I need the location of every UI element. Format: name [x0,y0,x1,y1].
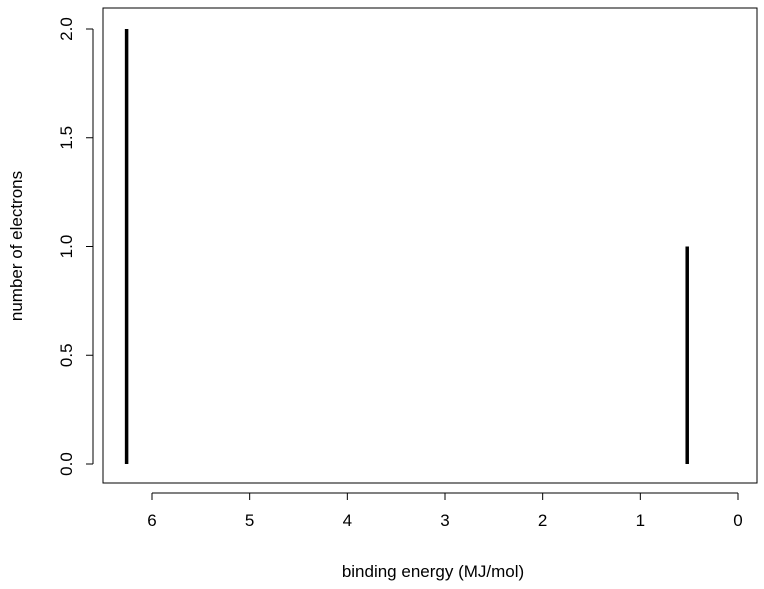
x-tick-label: 2 [538,511,547,530]
x-axis: 6 5 4 3 2 1 0 [147,492,743,530]
x-tick-label: 3 [440,511,449,530]
x-tick-label: 1 [636,511,645,530]
y-tick-label: 1.0 [57,235,76,259]
plot-frame [102,7,758,484]
y-tick-label: 0.0 [57,452,76,476]
x-axis-label: binding energy (MJ/mol) [342,562,524,581]
x-tick-label: 4 [343,511,352,530]
y-axis-label: number of electrons [7,171,26,321]
y-tick-label: 0.5 [57,343,76,367]
y-axis: 0.0 0.5 1.0 1.5 2.0 [57,17,94,476]
data-marks [124,29,689,464]
x-tick-label: 0 [733,511,742,530]
y-tick-label: 1.5 [57,126,76,150]
x-tick-label: 5 [245,511,254,530]
x-tick-label: 6 [147,511,156,530]
y-tick-label: 2.0 [57,17,76,41]
